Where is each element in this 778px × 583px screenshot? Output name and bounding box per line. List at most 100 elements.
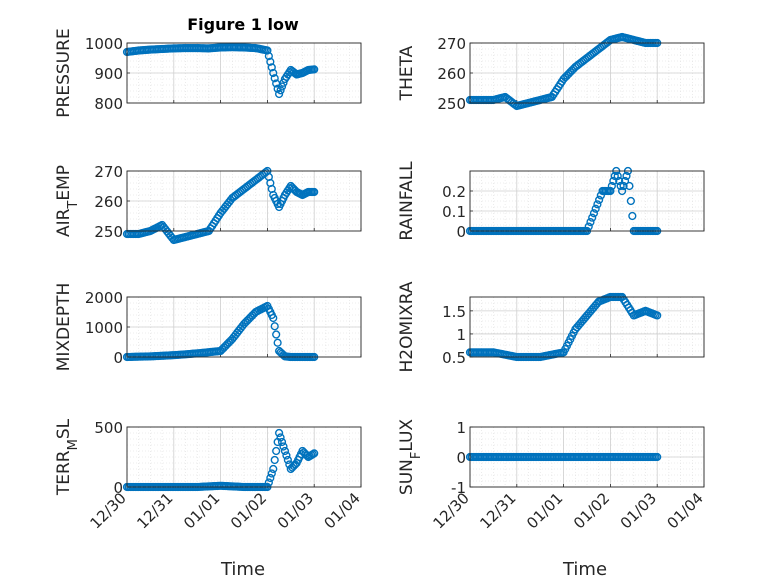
x-axis-label-left: Time [220,559,265,580]
data-point-interp [615,176,624,186]
axes-frame [126,42,362,104]
axes-frame [469,42,705,104]
axes-frame [126,426,362,488]
data-point-interp [277,82,287,91]
data-point-interp [267,469,276,478]
subplot-h2omixra: 0.5 1 1.5 H2OMIXRA [397,281,705,373]
data-point-interp [276,86,285,95]
data-point-interp [613,171,622,181]
axes-frame [469,296,705,358]
subplot-pressure: 800 900 1000 PRESSURE [54,28,362,118]
y-tick-label: -1 [451,479,466,497]
data-point [310,449,319,458]
subplot-mixdepth: 0 1000 2000 MIXDEPTH [54,283,362,372]
data-point-interp [276,433,285,442]
y-axis-label: PRESSURE [54,28,74,117]
data-point-interp [619,181,628,191]
y-tick-label: 0 [113,349,123,367]
y-tick-label: 1 [456,326,466,344]
y-tick-label: 1000 [85,319,123,337]
data-point-interp [607,181,616,191]
data-point-interp [609,176,618,186]
y-tick-label: 1.5 [442,303,466,321]
y-tick-label: 260 [437,65,466,83]
data-point-interp [277,437,287,447]
y-tick-label: 2000 [85,289,123,307]
data-point [606,186,615,196]
data-point-interp [588,213,597,222]
y-axis-label: THETA [397,45,417,101]
data-point-interp [266,57,275,66]
y-axis-label: H2OMIXRA [397,281,417,372]
data-point-interp [270,455,279,465]
subplot-theta: 250 260 270 THETA [397,32,705,113]
axes-frame [469,170,705,232]
data-point-interp [282,451,291,460]
y-axis-label: MIXDEPTH [54,283,74,372]
data-point-interp [628,211,637,221]
data-point [275,428,284,438]
y-tick-label: 500 [94,419,123,437]
data-point-interp [591,204,600,213]
data-point [269,464,278,474]
y-tick-label: 1 [456,419,466,437]
data-point-interp [266,473,275,483]
data-point-interp [264,478,273,487]
data-point-interp [586,218,595,227]
data-point-interp [270,74,279,83]
axes-frame [126,170,362,232]
data-point [310,187,319,197]
y-tick-label: 1000 [85,35,123,53]
y-tick-label: 0 [113,479,123,497]
y-tick-label: 0 [456,449,466,467]
data-point [269,68,278,78]
y-tick-label: 0.5 [442,349,466,367]
data-point-interp [584,222,593,231]
y-tick-label: 0.1 [442,203,466,221]
data-point-interp [273,338,282,347]
subplot-air-temp: 250 260 270 AIRTEMP [54,163,362,245]
data-point [269,313,278,323]
data-point-interp [272,330,281,339]
data-point-interp [283,455,292,465]
data-point [653,311,662,320]
data-point-interp [610,171,619,181]
y-tick-label: 900 [94,65,123,83]
data-point-interp [616,181,625,191]
data-point-interp [595,195,604,204]
data-point [280,446,290,456]
y-axis-label: RAINFALL [397,161,417,241]
y-tick-label: 0.2 [442,183,466,201]
y-tick-label: 800 [94,95,123,113]
data-point-interp [593,200,602,209]
data-point-interp [279,442,288,451]
y-tick-label: 270 [437,35,466,53]
data-point-interp [589,209,599,218]
data-point [617,186,627,196]
data-point-interp [264,52,273,61]
data-point-interp [620,176,630,186]
axes-frame [126,296,362,358]
data-point-interp [625,181,634,191]
data-point [310,65,319,74]
data-point [275,89,284,99]
data-point-interp [267,63,276,72]
data-point-interp [272,446,281,456]
y-tick-label: 250 [94,223,123,241]
figure-title: Figure 1 low [187,15,299,34]
subplot-rainfall: 0 0.1 0.2 RAINFALL [397,161,705,241]
y-tick-label: 260 [94,193,123,211]
data-point [653,452,662,462]
data-point [263,46,272,55]
data-point-interp [626,196,635,206]
x-axis-label-right: Time [562,559,607,580]
y-axis-label: TERRMSL [54,418,81,496]
y-tick-label: 250 [437,95,466,113]
axes-frame [469,426,705,488]
y-tick-label: 0 [456,223,466,241]
data-point-interp [270,322,279,331]
y-axis-label: SUNFLUX [397,419,424,496]
